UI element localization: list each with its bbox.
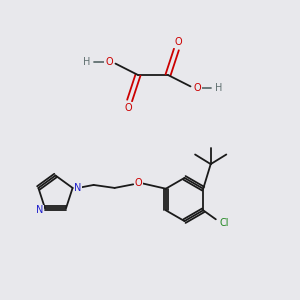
Text: H: H [215,83,222,93]
Text: O: O [105,57,113,67]
Text: O: O [124,103,132,113]
Text: N: N [74,183,82,193]
Text: O: O [193,83,201,93]
Text: Cl: Cl [220,218,229,228]
Text: O: O [174,37,182,47]
Text: O: O [135,178,142,188]
Text: H: H [83,57,90,67]
Text: N: N [36,206,43,215]
